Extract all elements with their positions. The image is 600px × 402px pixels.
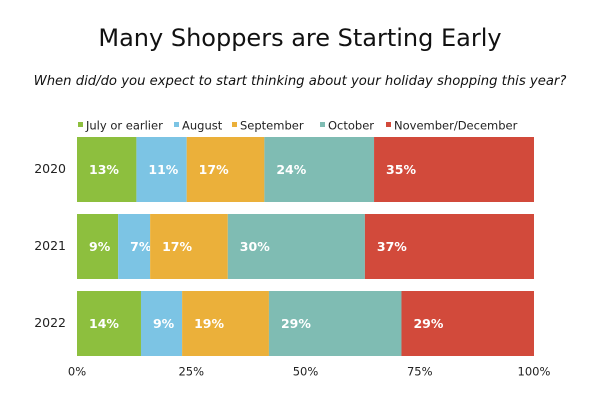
x-tick-label-4: 100%	[518, 365, 551, 379]
chart-subtitle: When did/do you expect to start thinking…	[33, 74, 567, 89]
bar-segment-2020-3	[264, 137, 375, 202]
bar-segment-2022-2	[182, 291, 269, 356]
legend-label-2: September	[240, 119, 304, 133]
legend-swatch-4	[386, 122, 391, 127]
x-tick-label-2: 50%	[293, 365, 319, 379]
bar-segment-2020-1	[136, 137, 187, 202]
x-tick-label-1: 25%	[178, 365, 204, 379]
bar-segment-2020-2	[186, 137, 265, 202]
bar-segment-2022-0	[77, 291, 141, 356]
legend-swatch-0	[78, 122, 83, 127]
bar-segment-2022-1	[140, 291, 183, 356]
bar-segment-2021-2	[150, 214, 228, 279]
x-tick-label-0: 0%	[68, 365, 86, 379]
legend-label-3: October	[328, 119, 374, 133]
bar-segment-2020-0	[77, 137, 137, 202]
bar-segment-2021-4	[364, 214, 534, 279]
bar-segment-2021-1	[118, 214, 151, 279]
legend-label-4: November/December	[394, 119, 518, 133]
data-label-2022-2: 19%	[194, 316, 224, 331]
bar-segment-2021-3	[227, 214, 365, 279]
data-label-2021-0: 9%	[89, 239, 111, 254]
legend-label-1: August	[182, 119, 223, 133]
category-label-2021: 2021	[34, 238, 66, 253]
data-label-2022-0: 14%	[89, 316, 119, 331]
data-label-2020-4: 35%	[386, 162, 416, 177]
legend-swatch-1	[174, 122, 179, 127]
data-label-2021-1: 7%	[130, 239, 152, 254]
data-label-2022-4: 29%	[413, 316, 443, 331]
bar-segment-2020-4	[374, 137, 534, 202]
legend-swatch-3	[320, 122, 325, 127]
data-label-2020-3: 24%	[276, 162, 306, 177]
bar-segment-2022-3	[268, 291, 402, 356]
data-label-2022-3: 29%	[281, 316, 311, 331]
legend-swatch-2	[232, 122, 237, 127]
bar-segment-2021-0	[77, 214, 119, 279]
data-label-2021-3: 30%	[240, 239, 270, 254]
data-label-2020-0: 13%	[89, 162, 119, 177]
data-label-2020-1: 11%	[148, 162, 178, 177]
legend-label-0: July or earlier	[85, 119, 163, 133]
data-label-2021-4: 37%	[377, 239, 407, 254]
x-tick-label-3: 75%	[407, 365, 433, 379]
category-label-2022: 2022	[34, 315, 66, 330]
bar-segment-2022-4	[401, 291, 534, 356]
chart-title: Many Shoppers are Starting Early	[98, 24, 502, 52]
data-label-2021-2: 17%	[162, 239, 192, 254]
data-label-2022-1: 9%	[153, 316, 175, 331]
category-label-2020: 2020	[34, 161, 66, 176]
data-label-2020-2: 17%	[199, 162, 229, 177]
